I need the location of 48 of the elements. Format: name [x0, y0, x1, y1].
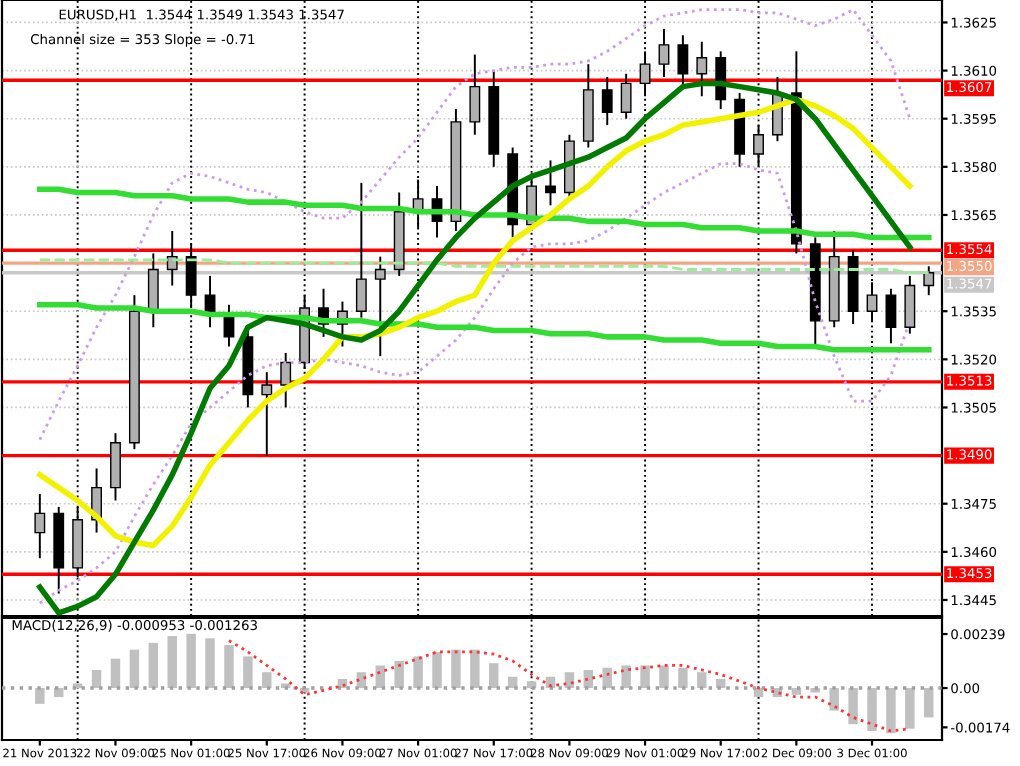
candlestick: [696, 40, 708, 98]
bar: [451, 649, 461, 689]
bar: [640, 665, 650, 689]
bar: [186, 633, 196, 689]
candlestick: [545, 159, 556, 207]
bar: [35, 688, 45, 704]
bar: [867, 688, 877, 731]
candlestick: [147, 252, 159, 329]
bar: [91, 669, 102, 689]
bar: [924, 688, 934, 718]
candlestick: [110, 432, 121, 502]
bar: [489, 663, 499, 689]
bar: [110, 658, 121, 689]
candlestick: [658, 27, 670, 78]
bar: [148, 642, 159, 689]
candlestick: [261, 371, 273, 457]
bar: [129, 649, 140, 689]
candlestick: [601, 76, 613, 127]
bar: [243, 656, 253, 689]
candlestick: [34, 493, 46, 560]
candlestick: [280, 351, 292, 409]
bar: [375, 665, 385, 689]
bar: [205, 638, 215, 689]
candlestick: [885, 287, 897, 345]
bar: [829, 688, 839, 711]
bar: [262, 672, 272, 689]
candlestick: [355, 181, 367, 319]
bar: [659, 665, 669, 689]
bar: [413, 656, 423, 689]
bar: [224, 645, 234, 689]
bar: [886, 688, 896, 734]
candlestick: [904, 274, 916, 335]
candlestick: [923, 265, 935, 297]
bar: [905, 688, 915, 729]
line-series: [37, 186, 932, 241]
line-series: [227, 639, 912, 733]
bar: [848, 688, 858, 725]
bar: [470, 649, 480, 689]
bar: [394, 660, 404, 689]
candlestick: [620, 72, 632, 120]
candlestick: [677, 34, 689, 88]
bar: [678, 667, 688, 689]
candlestick: [469, 53, 481, 136]
bar: [167, 636, 177, 689]
bar: [432, 651, 442, 689]
line-series: [37, 96, 913, 549]
bar: [697, 672, 707, 689]
line-series: [37, 302, 932, 353]
